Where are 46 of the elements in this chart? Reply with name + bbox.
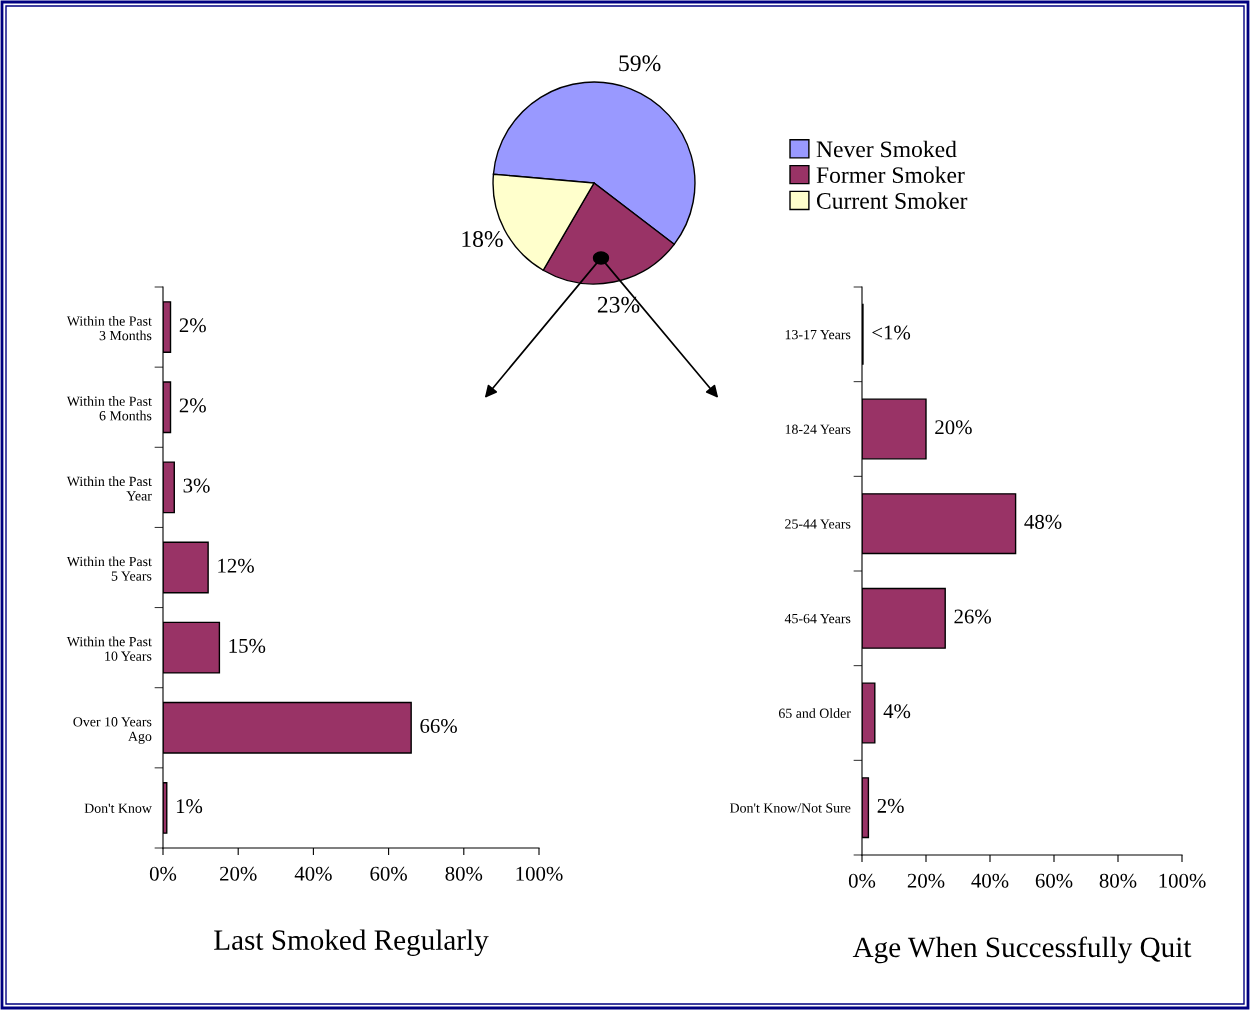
x-tick-label: 20% (220, 866, 257, 881)
y-tick-label: Don't Know/Not Sure (729, 803, 851, 813)
y-tick-label: Over 10 Years Ago (73, 717, 152, 744)
data-label: 18% (462, 231, 503, 248)
data-label: 12% (218, 558, 254, 573)
y-tick-label: 13-17 Years (785, 329, 851, 340)
x-tick-label: 80% (1099, 873, 1137, 888)
y-tick-label: Within the Past Year (66, 476, 152, 501)
data-label: 66% (420, 718, 457, 734)
data-label: 15% (229, 638, 266, 653)
y-tick-label: Don't Know (84, 803, 152, 813)
y-tick-label: 18-24 Years (785, 424, 851, 434)
data-label: <1% (872, 325, 911, 340)
y-tick-label: Within the Past 6 Months (66, 396, 152, 421)
data-label: 23% (597, 296, 640, 313)
y-tick-label: Within the Past 3 Months (66, 315, 152, 341)
data-label: 2% (179, 398, 206, 413)
x-tick-label: 60% (370, 866, 407, 881)
data-label: 48% (1024, 514, 1062, 529)
legend-label: Current Smoker (816, 192, 968, 209)
x-tick-label: 100% (516, 866, 563, 881)
data-label: 1% (176, 799, 203, 814)
x-tick-label: 40% (294, 866, 332, 881)
y-tick-label: 25-44 Years (785, 519, 851, 529)
legend-label: Never Smoked (816, 140, 957, 158)
data-label: 2% (179, 318, 206, 333)
x-tick-label: 0% (848, 873, 876, 888)
x-tick-label: 0% (149, 866, 177, 881)
x-tick-label: 40% (971, 873, 1009, 888)
x-tick-label: 60% (1035, 873, 1073, 888)
x-axis-title: Last Smoked Regularly (214, 929, 489, 956)
data-label: 2% (877, 798, 904, 813)
y-tick-label: Within the Past 5 Years (66, 556, 152, 581)
x-tick-label: 80% (445, 866, 483, 881)
data-label: 26% (954, 609, 992, 624)
x-tick-label: 100% (1159, 873, 1206, 888)
data-label: 4% (883, 704, 911, 719)
x-tick-label: 20% (907, 873, 945, 888)
legend-label: Former Smoker (816, 166, 965, 184)
y-tick-label: 45-64 Years (784, 613, 851, 624)
y-tick-label: 65 and Older (778, 708, 851, 718)
data-label: 20% (935, 420, 972, 435)
y-tick-label: Within the Past 10 Years (66, 636, 152, 661)
x-axis-title: Age When Successfully Quit (852, 936, 1192, 964)
data-label: 3% (183, 478, 210, 493)
data-label: 59% (619, 55, 661, 72)
